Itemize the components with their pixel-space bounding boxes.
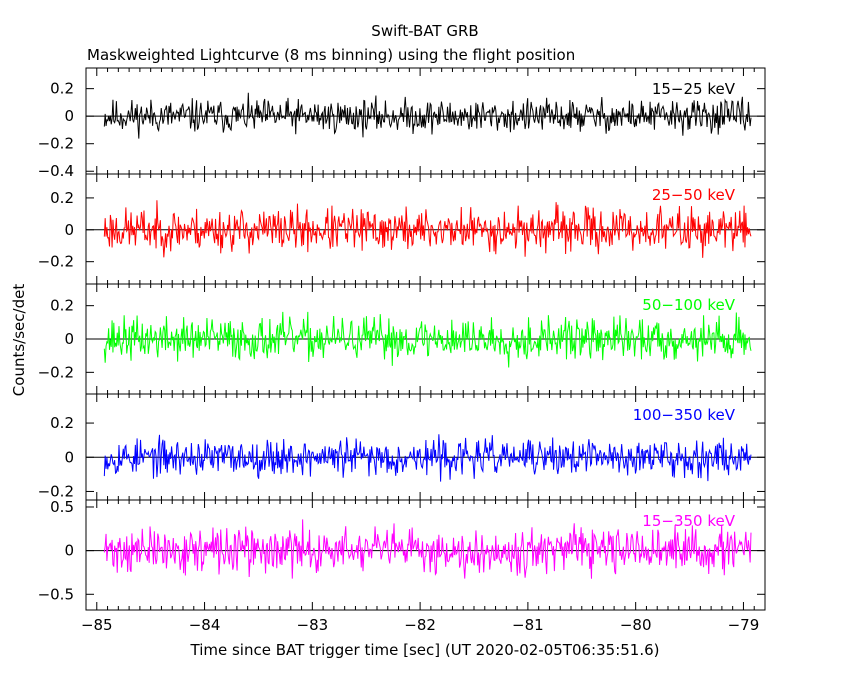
band-label: 15−350 keV — [642, 512, 735, 530]
y-tick-label: 0 — [64, 542, 74, 560]
x-tick-label: −80 — [620, 616, 652, 634]
panel-50-100-kev: 0.2 0 −0.2 50−100 keV — [38, 283, 766, 395]
y-tick-label: 0 — [64, 330, 74, 348]
y-tick-label: −0.2 — [38, 363, 74, 381]
y-tick-label: −0.2 — [38, 135, 74, 153]
panel-frame — [85, 499, 766, 611]
x-tick-label: −82 — [404, 616, 436, 634]
y-tick-label: −0.4 — [38, 162, 74, 180]
x-tick-label: −83 — [297, 616, 329, 634]
panel-15-350-kev: 0.5 0 −0.5 15−350 keV — [38, 498, 766, 611]
band-label: 25−50 keV — [652, 186, 736, 204]
chart-title: Swift-BAT GRB — [371, 22, 478, 40]
band-label: 50−100 keV — [642, 296, 735, 314]
y-tick-label: 0 — [64, 107, 74, 125]
y-tick-label: 0.5 — [50, 498, 74, 516]
x-tick-label: −81 — [512, 616, 544, 634]
y-tick-label: −0.5 — [38, 585, 74, 603]
panel-25-50-kev: 0.2 0 −0.2 25−50 keV — [38, 173, 766, 285]
x-tick-labels-group: −85 −84 −83 −82 −81 −80 −79 — [81, 616, 759, 634]
y-tick-label: 0.2 — [50, 414, 74, 432]
x-axis-label: Time since BAT trigger time [sec] (UT 20… — [190, 641, 660, 659]
y-tick-label: −0.2 — [38, 482, 74, 500]
y-axis-label: Counts/sec/det — [10, 284, 28, 397]
series-line — [103, 311, 752, 368]
band-label: 15−25 keV — [652, 80, 736, 98]
x-tick-label: −79 — [728, 616, 760, 634]
y-tick-label: −0.2 — [38, 253, 74, 271]
panel-100-350-kev: 0.2 0 −0.2 100−350 keV — [38, 393, 766, 501]
y-tick-label: 0.2 — [50, 297, 74, 315]
y-tick-label: 0 — [64, 221, 74, 239]
series-line — [103, 519, 752, 579]
panel-15-25-kev: 0.2 0 −0.2 −0.4 15−25 keV — [38, 67, 766, 180]
y-tick-label: 0.2 — [50, 189, 74, 207]
series-line — [103, 200, 752, 258]
y-tick-label: 0.2 — [50, 80, 74, 98]
band-label: 100−350 keV — [633, 406, 736, 424]
series-line — [103, 434, 752, 482]
series-line — [103, 92, 752, 139]
chart-subtitle: Maskweighted Lightcurve (8 ms binning) u… — [87, 46, 575, 64]
x-tick-label: −84 — [189, 616, 221, 634]
y-tick-label: 0 — [64, 448, 74, 466]
x-tick-label: −85 — [81, 616, 113, 634]
